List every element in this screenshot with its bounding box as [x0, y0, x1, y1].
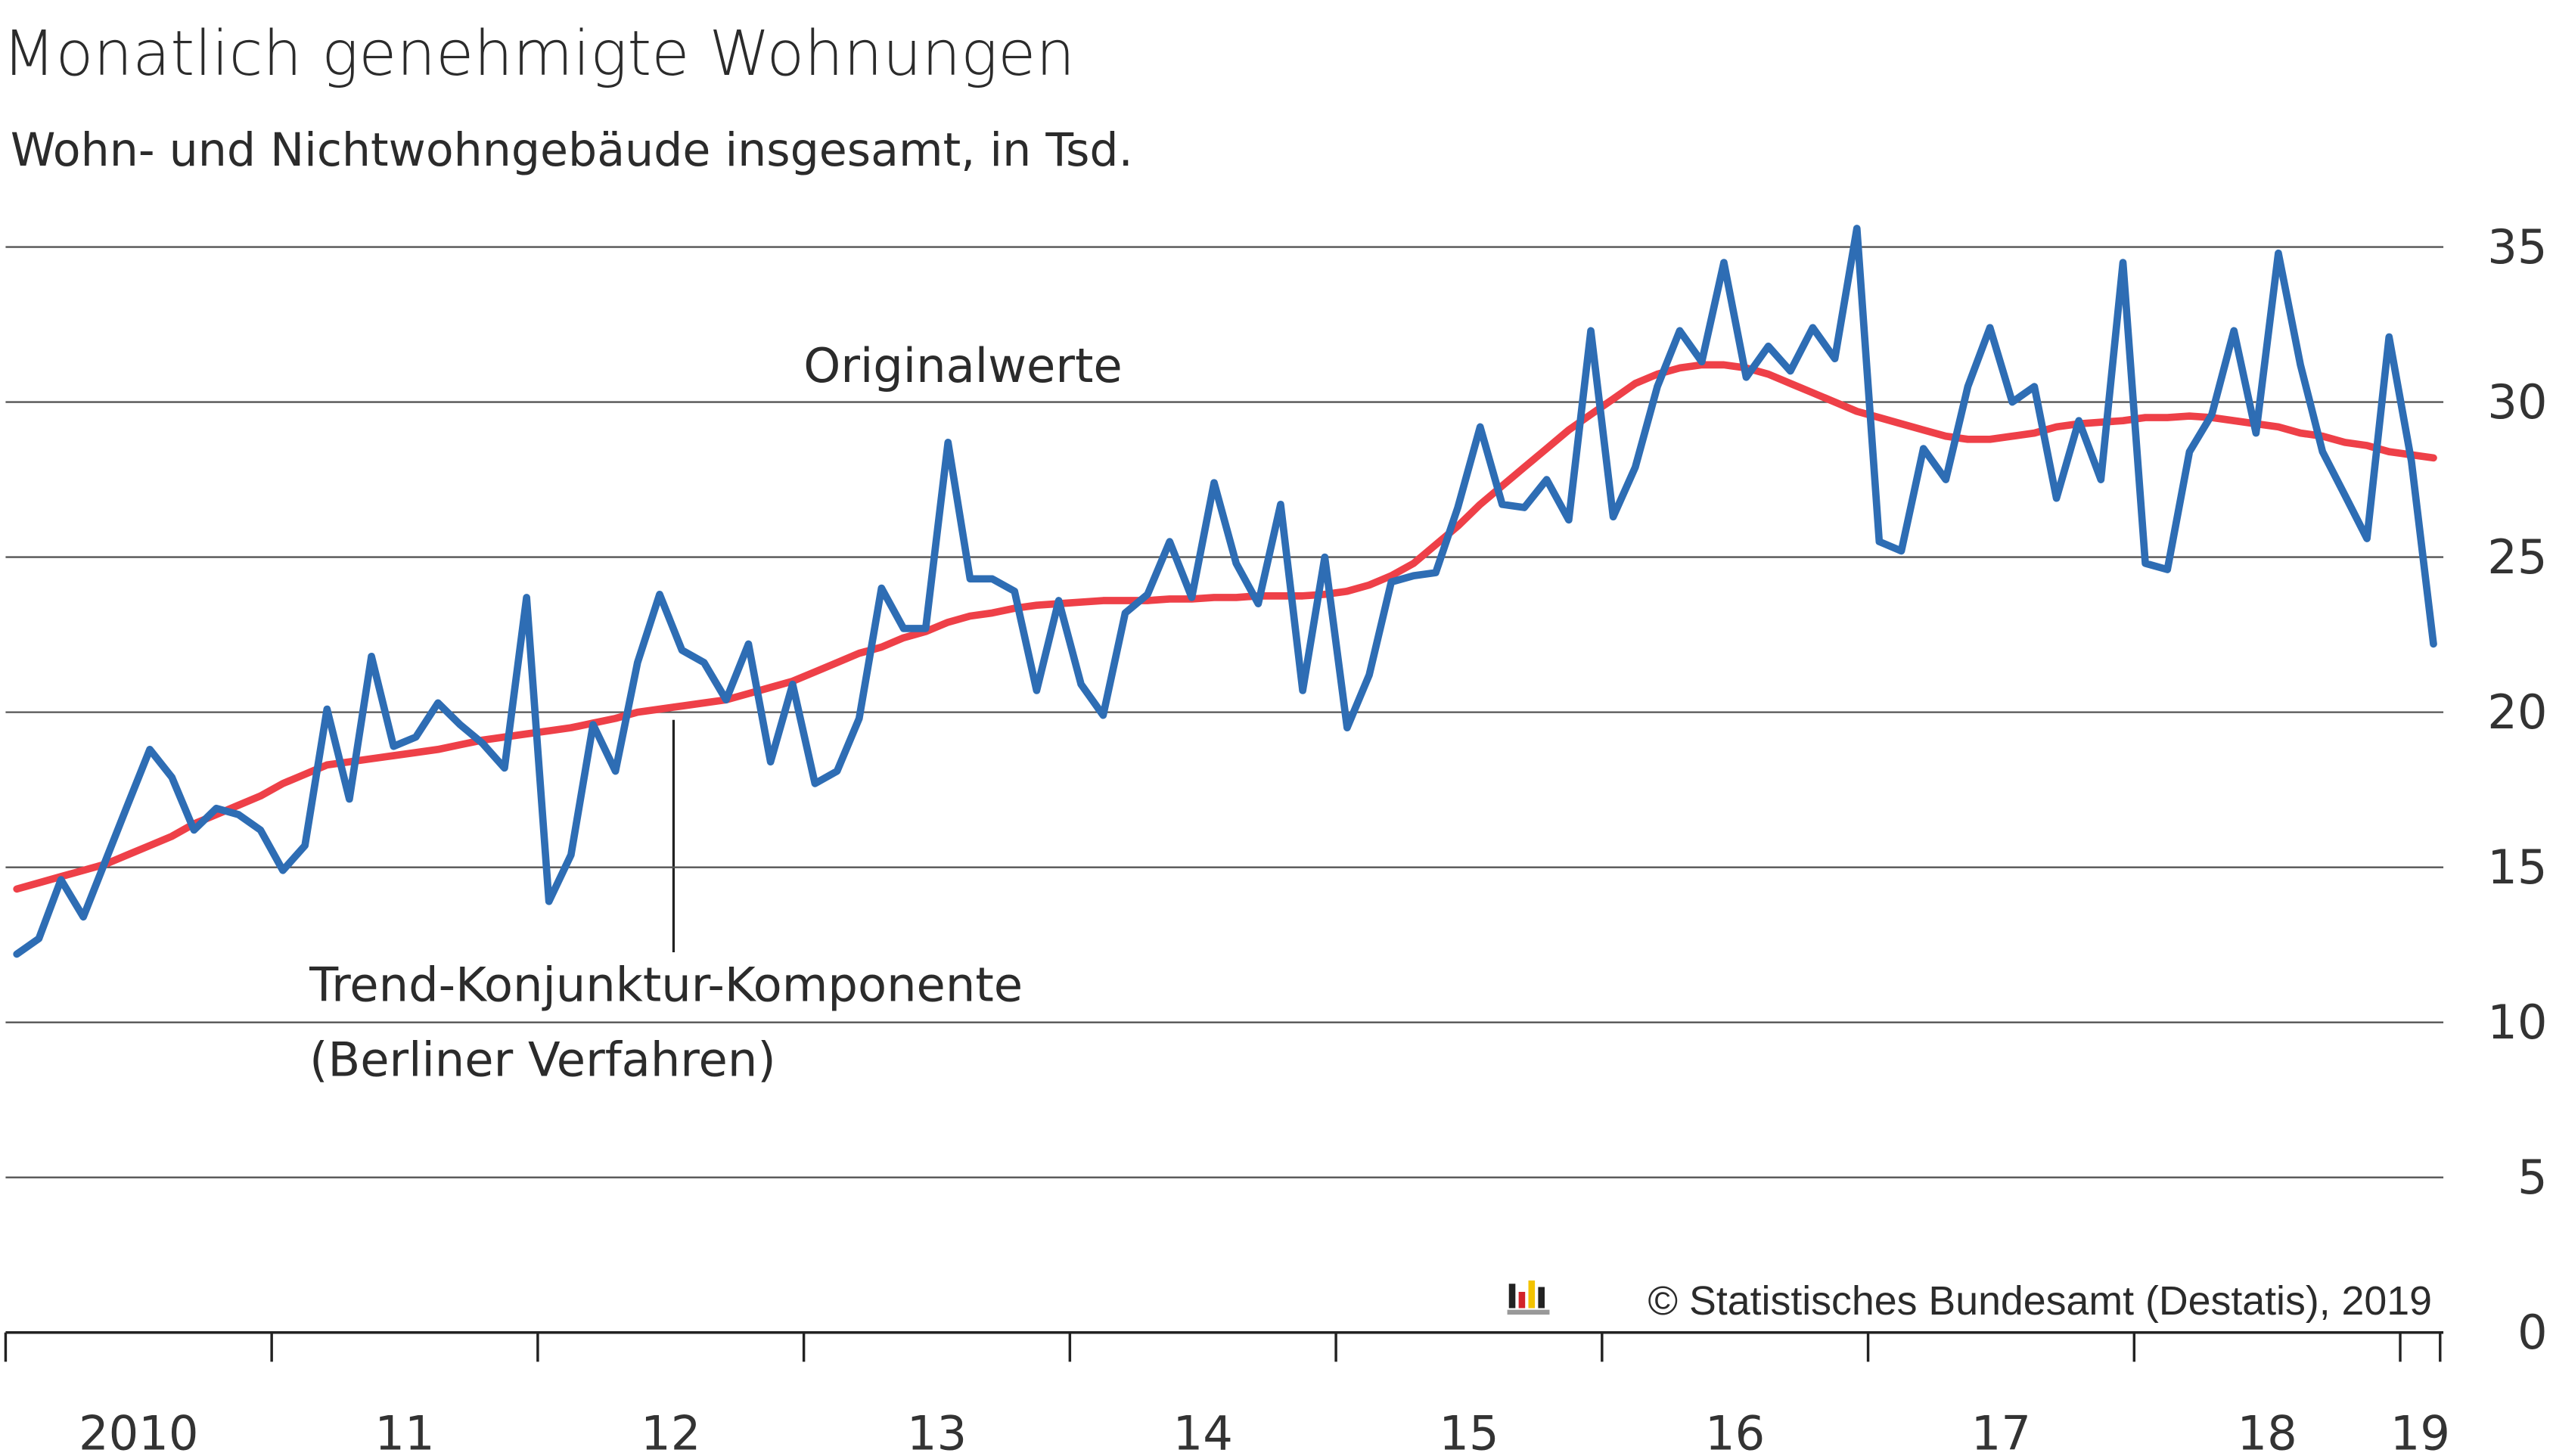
x-tick-label: 17: [1971, 1405, 2031, 1456]
y-tick-label: 30: [2487, 374, 2547, 430]
y-tick-label: 35: [2487, 219, 2547, 275]
series-label: (Berliner Verfahren): [309, 1032, 776, 1087]
x-tick-label: 2010: [79, 1405, 199, 1456]
x-tick-label: 13: [907, 1405, 967, 1456]
series-line: [13, 225, 2437, 958]
y-tick-label: 20: [2487, 685, 2547, 740]
series-label: Trend-Konjunktur-Komponente: [309, 957, 1023, 1012]
y-tick-label: 15: [2487, 840, 2547, 895]
x-tick-label: 15: [1439, 1405, 1499, 1456]
x-tick-label: 18: [2238, 1405, 2297, 1456]
y-tick-label: 5: [2517, 1150, 2548, 1205]
x-tick-label: 19: [2390, 1405, 2450, 1456]
chart-subtitle: Wohn- und Nichtwohngebäude insgesamt, in…: [11, 124, 1133, 177]
y-tick-label: 0: [2517, 1305, 2548, 1360]
x-tick-label: 12: [641, 1405, 700, 1456]
x-tick-label: 11: [374, 1405, 434, 1456]
source-logo: [1507, 1280, 1550, 1315]
x-tick-label: 14: [1173, 1405, 1233, 1456]
y-tick-label: 10: [2487, 995, 2547, 1050]
y-tick-label: 25: [2487, 529, 2547, 585]
chart-title: Monatlich genehmigte Wohnungen: [2, 18, 1075, 90]
series-label: Originalwerte: [803, 338, 1122, 393]
x-tick-label: 16: [1705, 1405, 1765, 1456]
source: © Statistisches Bundesamt (Destatis), 20…: [1648, 1278, 2433, 1324]
series-line: [13, 361, 2437, 893]
